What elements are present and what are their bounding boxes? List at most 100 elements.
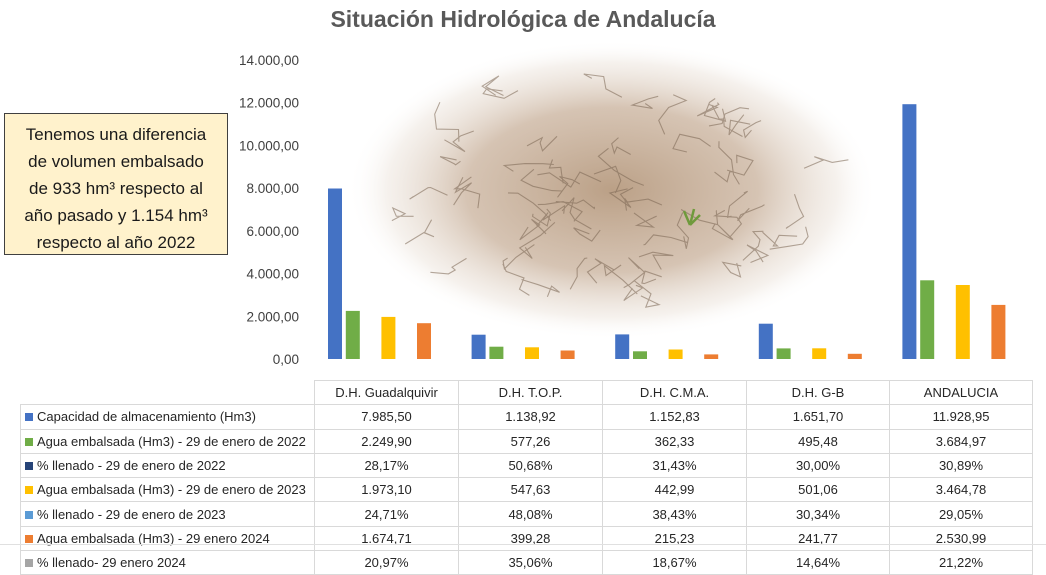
legend-key-icon: [25, 534, 33, 543]
x-category-label: D.H. Guadalquivir: [314, 379, 459, 406]
x-category-label: D.H. C.M.A.: [602, 379, 747, 406]
bar: [417, 323, 431, 359]
crack: [434, 101, 460, 142]
crack: [638, 251, 674, 270]
y-tick-label: 6.000,00: [246, 224, 299, 239]
bar: [902, 104, 917, 359]
legend-key-icon: [25, 486, 33, 495]
crack: [658, 94, 688, 135]
bar-series: [328, 104, 1006, 359]
legend-key-icon: [25, 462, 33, 471]
y-tick-label: 10.000,00: [239, 138, 299, 153]
crack: [526, 135, 558, 152]
crack: [711, 223, 734, 241]
table-cell-value: 3.464,78: [889, 477, 1033, 503]
bar: [920, 280, 935, 359]
table-cell-value: 2.249,90: [314, 428, 459, 454]
y-tick-label: 0,00: [273, 352, 299, 367]
crack: [507, 192, 552, 222]
crack: [769, 226, 809, 250]
y-tick-label: 14.000,00: [239, 53, 299, 68]
crack: [439, 156, 461, 166]
crack: [593, 165, 622, 194]
table-row: Agua embalsada (Hm3) - 29 de enero de 20…: [20, 428, 1033, 454]
crack-lines: [391, 73, 849, 308]
legend-key-icon: [25, 559, 33, 568]
crack: [603, 264, 638, 295]
table-cell-value: 14,64%: [746, 550, 890, 575]
chart-title: Situación Hidrológica de Andalucía: [330, 6, 716, 32]
series-legend-label: % llenado - 29 de enero de 2023: [20, 501, 315, 527]
crack: [737, 204, 765, 222]
table-cell-value: 20,97%: [314, 550, 459, 575]
bar: [615, 334, 630, 359]
crack: [573, 227, 601, 242]
bar: [489, 346, 504, 359]
crack: [803, 156, 849, 169]
dry-cracked-earth-background: [347, 40, 877, 340]
bottom-divider: [0, 544, 1046, 545]
series-name: % llenado - 29 de enero de 2022: [37, 458, 226, 474]
crack: [712, 209, 743, 238]
chart-data-table: D.H. Guadalquivir D.H. T.O.P. D.H. C.M.A. D…: [20, 379, 1033, 575]
series-legend-label: Capacidad de almacenamiento (Hm3): [20, 404, 315, 430]
table-cell-value: 495,48: [746, 428, 890, 454]
crack: [742, 120, 762, 139]
table-cell-value: 30,34%: [746, 501, 890, 527]
bar: [955, 285, 970, 359]
table-cell-value: 501,06: [746, 477, 890, 503]
crack: [708, 107, 750, 127]
table-row: % llenado- 29 enero 2024 20,97% 35,06% 18,6…: [20, 550, 1033, 575]
table-cell-value: 18,67%: [602, 550, 747, 575]
crack: [633, 212, 657, 228]
table-cell-value: 48,08%: [458, 501, 603, 527]
crack: [696, 102, 720, 117]
table-row: % llenado - 29 de enero de 2023 24,71% 48,…: [20, 501, 1033, 527]
bar: [471, 334, 486, 359]
crack: [623, 284, 644, 302]
table-cell-value: 547,63: [458, 477, 603, 503]
table-cell-value: 28,17%: [314, 452, 459, 479]
series-name: Agua embalsada (Hm3) - 29 de enero de 20…: [37, 433, 306, 449]
crack: [537, 201, 583, 222]
crack: [430, 257, 467, 275]
x-category-label: D.H. T.O.P.: [458, 379, 603, 406]
annotation-line-2: de volumen embalsado: [28, 152, 204, 171]
table-cell-value: 35,06%: [458, 550, 603, 575]
table-cell-value: 21,22%: [889, 550, 1033, 575]
series-legend-label: % llenado- 29 enero 2024: [20, 550, 315, 575]
series-legend-label: Agua embalsada (Hm3) - 29 de enero de 20…: [20, 428, 315, 454]
table-row: Capacidad de almacenamiento (Hm3) 7.985,5…: [20, 404, 1033, 430]
bar: [812, 348, 827, 359]
table-cell-value: 31,43%: [602, 452, 747, 479]
bar: [345, 310, 360, 359]
legend-key-icon: [25, 413, 33, 422]
crack: [785, 194, 805, 229]
bar: [758, 323, 773, 359]
table-cell-value: 1.152,83: [602, 404, 747, 430]
y-tick-label: 2.000,00: [246, 309, 299, 324]
crack: [518, 221, 556, 259]
y-axis: 0,00 2.000,00 4.000,00 6.000,00 8.000,00 10.0…: [239, 53, 299, 367]
y-tick-label: 8.000,00: [246, 181, 299, 196]
crack: [482, 88, 519, 99]
annotation-line-4: año pasado y 1.154 hm³: [24, 206, 208, 225]
crack: [569, 257, 588, 290]
crack: [726, 154, 754, 176]
crack: [548, 159, 564, 184]
table-cell-value: 1.973,10: [314, 477, 459, 503]
soil-texture: [347, 40, 877, 340]
crack: [502, 163, 554, 172]
table-cell-value: 1.651,70: [746, 404, 890, 430]
crack: [409, 186, 448, 200]
crack: [583, 73, 623, 98]
table-header-row: D.H. Guadalquivir D.H. T.O.P. D.H. C.M.A. D…: [20, 379, 1033, 406]
crack: [519, 218, 547, 241]
bar: [991, 304, 1006, 359]
crack: [641, 270, 662, 285]
bar-chart: 0,00 2.000,00 4.000,00 6.000,00 8.000,00 10.0…: [239, 40, 1006, 367]
crack: [532, 208, 551, 227]
table-row: % llenado - 29 de enero de 2022 28,17% 50,…: [20, 452, 1033, 479]
crack: [742, 230, 764, 261]
table-corner-cell: [20, 380, 315, 406]
